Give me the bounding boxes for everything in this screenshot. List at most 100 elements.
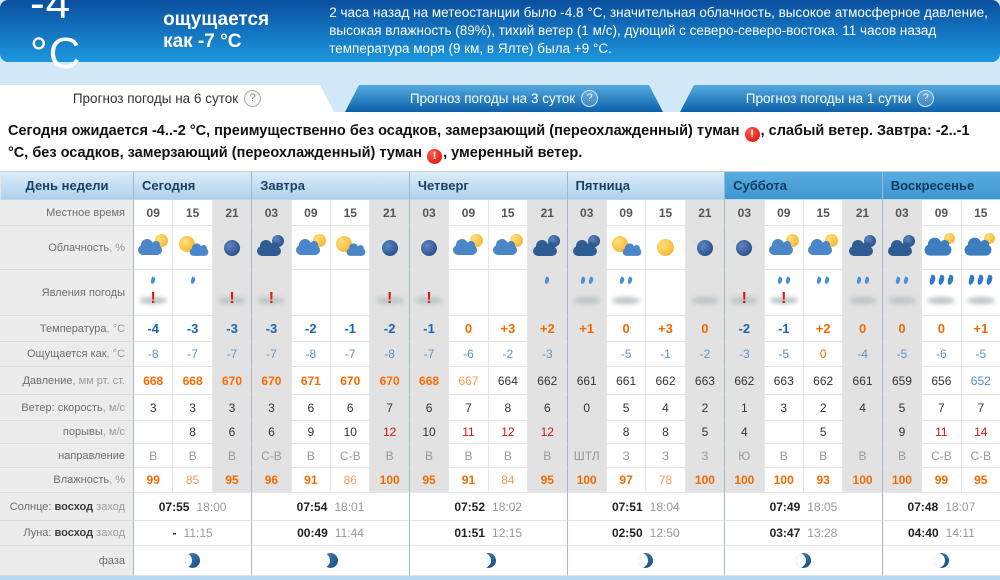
row-label-moon-phase: фаза [0, 546, 133, 576]
temperature-cell: -2 [724, 316, 764, 342]
warning-icon: ! [427, 148, 443, 164]
phenomena-cell: ! [369, 270, 409, 316]
temperature-cell: 0 [605, 316, 646, 342]
row-label-feels-like: Ощущается как, °C [0, 342, 133, 367]
row-label-moon: Луна: восход заход [0, 521, 133, 546]
row-label-wind-direction: направление [0, 444, 133, 468]
humidity-cell: 78 [645, 468, 685, 493]
humidity-cell: 100 [763, 468, 803, 493]
rain-drop-icon [544, 276, 551, 284]
wind-gust-cell: 8 [605, 421, 646, 444]
night-moon-icon [213, 233, 251, 263]
temperature-cell: -1 [763, 316, 803, 342]
day-header: Пятница [566, 172, 725, 200]
pressure-cell: 670 [211, 367, 252, 395]
feels-like-cell: -7 [172, 342, 212, 367]
rain-drop-icon [150, 276, 157, 284]
time-cell: 09 [605, 200, 646, 226]
cloudiness-cell [487, 226, 528, 270]
humidity-cell: 86 [330, 468, 370, 493]
fog-icon [927, 297, 956, 304]
pressure-cell: 671 [290, 367, 331, 395]
row-label-humidity: Влажность, % [0, 468, 133, 493]
rain-drop-icon [855, 276, 862, 284]
row-label-cloudiness: Облачность, % [0, 226, 133, 270]
time-cell: 15 [802, 200, 843, 226]
wind-direction-cell: С-В [960, 444, 1000, 468]
wind-gust-cell: 5 [684, 421, 725, 444]
pressure-cell: 667 [448, 367, 488, 395]
fog-icon [572, 297, 601, 304]
time-cell: 21 [369, 200, 409, 226]
moon-phase-cell [133, 546, 252, 576]
cloudiness-cell [566, 226, 606, 270]
pressure-cell: 663 [684, 367, 725, 395]
cloudiness-cell [251, 226, 291, 270]
rain-drop-icon [985, 274, 994, 286]
help-icon[interactable]: ? [581, 90, 598, 107]
moonrise-moonset-cell: 01:51 12:15 [408, 521, 567, 546]
sunrise-sunset-cell: 07:54 18:01 [251, 493, 409, 521]
fog-icon [966, 297, 995, 304]
day-header: Четверг [408, 172, 567, 200]
night-cloud-icon [883, 233, 921, 263]
pressure-cell: 662 [527, 367, 567, 395]
tab-forecast-3-days[interactable]: Прогноз погоды на 3 суток ? [345, 85, 663, 112]
time-cell: 03 [408, 200, 449, 226]
tab-label: Прогноз погоды на 3 суток [409, 91, 576, 106]
time-cell: 09 [133, 200, 173, 226]
fog-icon [887, 297, 916, 304]
rain-drop-icon [619, 276, 626, 284]
rain-drop-icon [863, 276, 870, 284]
time-cell: 15 [330, 200, 370, 226]
cloudiness-cell [763, 226, 803, 270]
time-cell: 03 [566, 200, 606, 226]
fog-icon [415, 297, 444, 304]
time-cell: 15 [487, 200, 528, 226]
wind-speed-cell: 7 [960, 395, 1000, 421]
phenomena-cell: ! [211, 270, 252, 316]
hazard-exclamation-icon: ! [229, 290, 235, 307]
help-icon[interactable]: ? [244, 90, 261, 107]
tab-forecast-6-days[interactable]: Прогноз погоды на 6 суток ? [0, 85, 334, 112]
phenomena-cell: ! [133, 270, 173, 316]
cloudiness-cell [724, 226, 764, 270]
wind-speed-cell: 5 [605, 395, 646, 421]
rain-drop-icon [937, 274, 946, 286]
moon-phase-icon [933, 553, 949, 568]
humidity-cell: 100 [566, 468, 606, 493]
time-cell: 21 [842, 200, 882, 226]
feels-like-cell: -7 [408, 342, 449, 367]
wind-direction-cell: ШТЛ [566, 444, 606, 468]
wind-gust-cell: 11 [448, 421, 488, 444]
phenomena-cell [290, 270, 331, 316]
fog-icon [139, 297, 168, 304]
help-icon[interactable]: ? [917, 90, 935, 107]
time-cell: 15 [172, 200, 212, 226]
wind-speed-cell: 7 [448, 395, 488, 421]
cloudiness-cell [448, 226, 488, 270]
wind-gust-cell: 8 [645, 421, 685, 444]
wind-gust-cell [763, 421, 803, 444]
wind-direction-cell: В [448, 444, 488, 468]
pressure-cell: 661 [566, 367, 606, 395]
time-cell: 21 [211, 200, 252, 226]
hazard-exclamation-icon: ! [386, 290, 393, 307]
wind-speed-cell: 1 [724, 395, 764, 421]
wind-direction-cell: В [408, 444, 449, 468]
feels-like-cell: -7 [211, 342, 252, 367]
phenomena-cell [487, 270, 528, 316]
wind-speed-cell: 0 [566, 395, 606, 421]
moon-phase-icon [795, 553, 811, 568]
wind-speed-cell: 6 [330, 395, 370, 421]
cloudiness-cell [960, 226, 1000, 270]
temperature-cell: 0 [684, 316, 725, 342]
time-cell: 09 [921, 200, 961, 226]
sun-cloud-icon [174, 233, 212, 263]
night-moon-icon [686, 233, 724, 263]
time-cell: 03 [881, 200, 922, 226]
rain-drop-icon [894, 276, 901, 284]
rain-drop-icon [824, 276, 831, 284]
wind-direction-cell: В [763, 444, 803, 468]
tab-forecast-1-day[interactable]: Прогноз погоды на 1 сутки ? [680, 85, 1000, 112]
